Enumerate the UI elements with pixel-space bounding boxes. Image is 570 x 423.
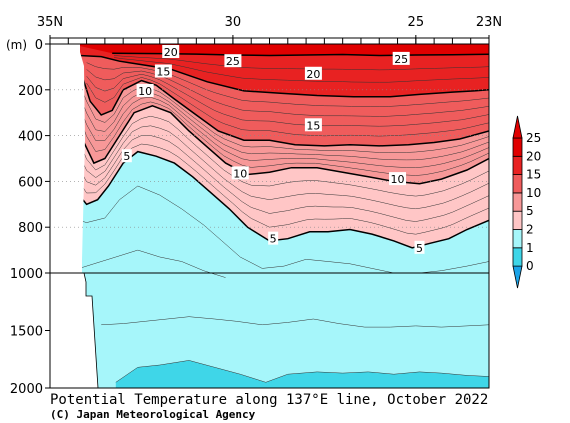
contour-label-text: 20: [306, 68, 320, 81]
contour-label-text: 25: [394, 53, 408, 66]
colorbar-segment: [512, 210, 523, 230]
colorbar-segment: [512, 137, 523, 157]
minor-isotherm-line: [113, 57, 489, 83]
contour-label: 15: [304, 118, 322, 132]
contour-label-text: 10: [233, 167, 247, 180]
colorbar-segment: [512, 174, 523, 194]
chart-title: Potential Temperature along 137°E line, …: [50, 392, 488, 408]
contour-label-bg: [389, 172, 407, 186]
contour-label-bg: [136, 83, 154, 97]
isotherm-20-line: [79, 54, 489, 98]
colorbar-label: 0: [526, 259, 534, 273]
contour-label: 20: [304, 66, 322, 81]
contour-label-text: 10: [138, 85, 152, 98]
contour-label: 5: [268, 231, 279, 246]
colorbar-label: 1: [526, 241, 534, 255]
contour-label-bg: [268, 231, 279, 245]
minor-isotherm-line: [77, 101, 489, 176]
contour-label: 25: [392, 51, 410, 66]
depth-tick-label: 0: [35, 38, 43, 53]
band-5-10: [72, 105, 489, 248]
contour-label-bg: [304, 66, 322, 80]
isotherm-25-line: [112, 52, 489, 57]
contour-label-bg: [162, 45, 180, 59]
colorbar-segment: [512, 229, 523, 249]
isotherm-5-line: [71, 150, 489, 249]
land-mask: [50, 44, 99, 389]
minor-isotherm-line: [71, 249, 226, 278]
colorbar-top-arrow: [512, 115, 523, 139]
colorbar-label: 5: [526, 204, 534, 218]
depth-unit-label: (m): [6, 38, 27, 52]
colorbar-segment: [512, 247, 523, 267]
isotherm-2-line: [115, 360, 489, 383]
colorbar-segment: [512, 192, 523, 212]
depth-tick-label: 2000: [10, 382, 43, 397]
contour-label-text: 5: [270, 233, 277, 246]
minor-isotherm-line: [113, 55, 489, 71]
contour-label: 5: [414, 240, 425, 255]
contour-label: 20: [162, 45, 180, 59]
minor-isotherm-line: [77, 143, 489, 235]
contour-label-text: 20: [164, 46, 178, 59]
depth-tick-label: 600: [18, 175, 43, 190]
contour-label-bg: [121, 149, 132, 163]
latitude-tick-label: 25: [408, 15, 425, 30]
contour-label: 10: [136, 83, 154, 98]
colorbar-label: 10: [526, 186, 541, 200]
minor-isotherm-line: [86, 77, 489, 137]
contour-label-text: 5: [416, 242, 423, 255]
colorbar-label: 2: [526, 223, 534, 237]
isotherm-15-line: [74, 61, 489, 147]
minor-isotherm-line: [86, 62, 489, 107]
minor-isotherm-line: [77, 97, 489, 168]
credit-text: (C) Japan Meteorological Agency: [50, 408, 256, 421]
depth-tick-label: 800: [18, 221, 43, 236]
band-1-2: [115, 360, 489, 388]
left-depth-axis: 0 200 400 600 800 1000 1500 2000: [10, 38, 489, 397]
contour-label: 10: [231, 166, 249, 180]
band-10-15: [75, 62, 489, 184]
colorbar-segment: [512, 155, 523, 176]
contour-label: 15: [154, 64, 172, 78]
contour-label-text: 15: [306, 119, 320, 132]
depth-tick-label: 200: [18, 84, 43, 99]
contour-label-text: 25: [226, 55, 240, 68]
contour-label-text: 15: [156, 65, 170, 78]
minor-isotherm-line: [77, 125, 489, 210]
minor-isotherm-line: [101, 316, 489, 328]
contour-label-bg: [414, 240, 425, 254]
contour-label: 25: [224, 54, 242, 68]
top-latitude-axis: 35N 30 25 23N: [37, 15, 502, 44]
minor-isotherm-line: [86, 69, 489, 117]
contour-label-bg: [392, 51, 410, 65]
minor-isotherm-line: [86, 73, 489, 127]
contour-label: 5: [121, 149, 132, 163]
latitude-tick-label: 30: [225, 15, 242, 30]
contour-label-bg: [231, 166, 249, 180]
colorbar-label: 25: [526, 131, 541, 145]
contour-label-bg: [304, 118, 322, 132]
colorbar-label: 20: [526, 149, 541, 163]
contour-labels: 20 25 25 15 20 10 15 5 10 10 5 5: [121, 45, 425, 255]
contour-label: 10: [389, 172, 407, 186]
latitude-tick-label: 23N: [476, 15, 502, 30]
colorbar-label: 15: [526, 168, 541, 182]
depth-tick-label: 1000: [10, 267, 43, 282]
latitude-tick-label: 35N: [37, 15, 63, 30]
contour-label-bg: [154, 64, 172, 78]
minor-isotherm-line: [77, 115, 489, 197]
contour-label-text: 10: [391, 173, 405, 186]
depth-tick-label: 400: [18, 130, 43, 145]
contour-label-text: 5: [123, 150, 130, 163]
contour-label-bg: [224, 54, 242, 68]
depth-tick-label: 1500: [10, 325, 43, 340]
colorbar-bottom-arrow: [512, 265, 523, 289]
